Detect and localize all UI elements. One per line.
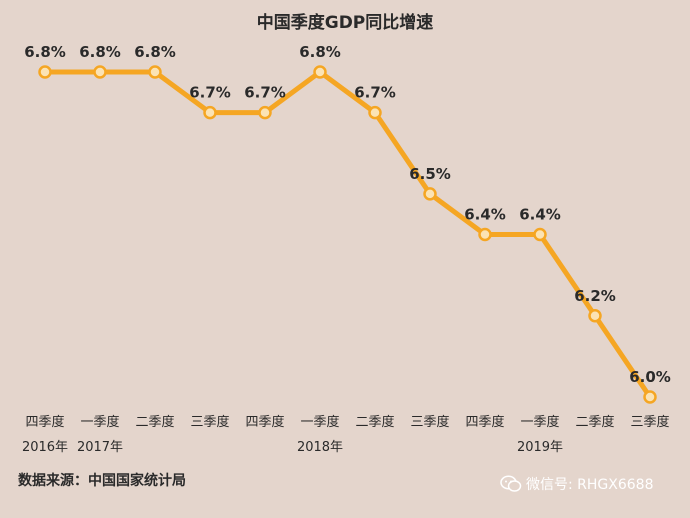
data-point-7	[423, 187, 437, 201]
x-tick-label-10: 二季度	[575, 414, 614, 430]
data-label-6: 6.7%	[354, 84, 396, 102]
data-point-1	[93, 65, 107, 79]
x-tick-label-3: 三季度	[190, 414, 229, 430]
x-tick-label-6: 二季度	[355, 414, 394, 430]
year-label-1: 2017年	[77, 440, 123, 455]
year-label-2: 2018年	[297, 440, 343, 455]
x-tick-label-2: 二季度	[135, 414, 174, 430]
data-point-4	[258, 105, 272, 120]
data-point-5	[313, 65, 327, 79]
data-point-11	[643, 390, 657, 404]
series-line	[42, 69, 653, 400]
data-point-0	[38, 65, 52, 79]
data-label-9: 6.4%	[519, 206, 561, 224]
data-point-9	[533, 227, 547, 242]
data-label-2: 6.8%	[134, 43, 176, 61]
year-label-3: 2019年	[517, 440, 563, 455]
watermark-text: 微信号: RHGX6688	[526, 477, 654, 493]
x-tick-label-9: 一季度	[520, 414, 559, 430]
data-point-3	[203, 105, 217, 120]
data-label-4: 6.7%	[244, 84, 286, 102]
wechat-watermark: 微信号: RHGX6688	[500, 474, 654, 494]
wechat-icon	[500, 475, 522, 492]
data-label-1: 6.8%	[79, 43, 121, 61]
data-point-2	[148, 65, 162, 79]
data-label-11: 6.0%	[629, 368, 671, 386]
x-tick-label-11: 三季度	[630, 414, 669, 430]
data-point-6	[368, 105, 382, 120]
x-tick-label-5: 一季度	[300, 414, 339, 430]
x-tick-label-1: 一季度	[80, 414, 119, 430]
x-tick-label-7: 三季度	[410, 414, 449, 430]
year-label-0: 2016年	[22, 440, 68, 455]
x-tick-label-4: 四季度	[245, 414, 284, 430]
data-label-10: 6.2%	[574, 287, 616, 305]
data-label-5: 6.8%	[299, 43, 341, 61]
data-source-note: 数据来源：中国国家统计局	[18, 473, 186, 489]
x-tick-label-0: 四季度	[25, 414, 64, 430]
data-point-8	[478, 227, 492, 242]
data-label-7: 6.5%	[409, 165, 451, 183]
x-tick-label-8: 四季度	[465, 414, 504, 430]
data-label-8: 6.4%	[464, 206, 506, 224]
data-point-10	[588, 309, 602, 323]
data-label-0: 6.8%	[24, 43, 66, 61]
data-label-3: 6.7%	[189, 84, 231, 102]
chart-title: 中国季度GDP同比增速	[256, 13, 434, 33]
